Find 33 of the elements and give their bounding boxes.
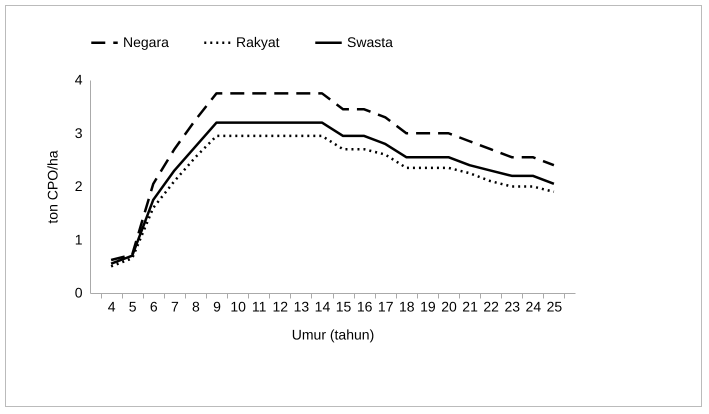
y-tick-label: 4 [74, 72, 83, 88]
x-tick-label: 9 [213, 298, 222, 314]
x-tick-label: 5 [128, 298, 137, 314]
y-tick-label: 1 [74, 231, 83, 248]
y-tick-label: 0 [74, 284, 83, 300]
legend-label: Swasta [347, 34, 394, 50]
x-tick-label: 6 [150, 298, 158, 314]
x-tick-label: 4 [108, 298, 116, 314]
legend-label: Negara [123, 34, 170, 50]
line-series [110, 92, 556, 262]
x-axis-title: Umur (tahun) [292, 326, 374, 342]
y-axis-title: ton CPO/ha [44, 150, 61, 224]
x-tick-label: 14 [314, 298, 330, 314]
x-tick-label: 7 [170, 298, 179, 314]
x-tick-label: 24 [526, 298, 542, 314]
x-tick-label: 15 [336, 298, 352, 314]
x-tick-label: 19 [420, 298, 436, 314]
x-tick-label: 13 [294, 298, 310, 314]
x-tick-label: 12 [272, 298, 288, 314]
x-tick-label: 23 [504, 298, 520, 314]
legend-label: Rakyat [236, 34, 280, 50]
y-tick-label: 2 [74, 178, 83, 194]
x-tick-label: 20 [441, 298, 457, 314]
x-tick-label: 25 [546, 298, 562, 314]
x-tick-label: 18 [399, 298, 415, 314]
x-tick-label: 8 [192, 298, 200, 314]
x-tick-label: 11 [252, 298, 267, 314]
x-tick-label: 21 [462, 298, 478, 314]
x-tick-label: 16 [356, 298, 373, 314]
x-tick-label: 10 [230, 298, 246, 314]
x-tick-label: 22 [483, 298, 500, 314]
x-tick-label: 17 [378, 298, 394, 314]
y-tick-label: 3 [74, 124, 83, 141]
